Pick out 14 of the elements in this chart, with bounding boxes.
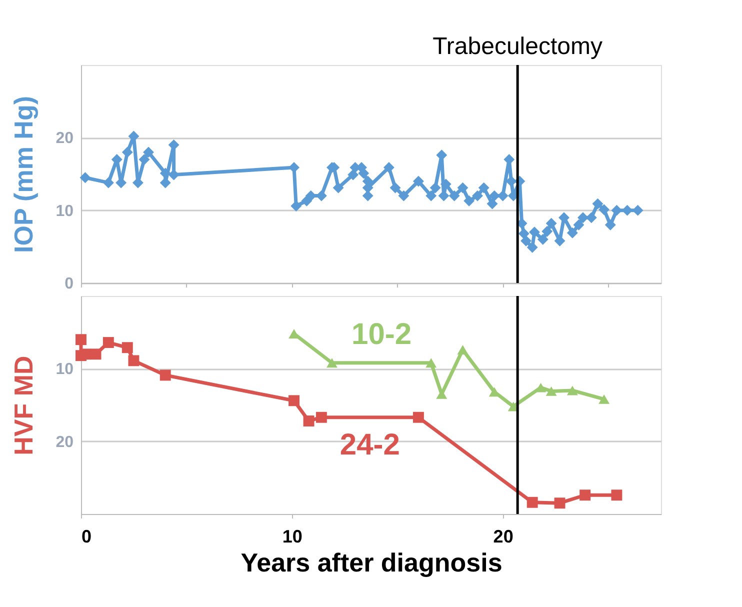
y-tick-label: 20 [56,130,74,148]
ref-line-label: Trabeculectomy [432,33,603,60]
series-label: 24-2 [340,428,400,462]
y-axis-title: IOP (mm Hg) [8,96,39,253]
x-tick-label: 0 [82,526,92,546]
x-tick-label: 20 [493,526,514,546]
x-tick-label: 10 [282,526,302,546]
y-tick-label: 10 [56,361,74,378]
y-tick-label: 20 [56,434,74,451]
y-tick-label: 0 [64,276,74,292]
y-axis-title: HVF MD [8,356,39,456]
y-tick-label: 10 [56,202,74,220]
series-label: 10-2 [352,318,412,351]
x-axis-title: Years after diagnosis [240,548,502,578]
